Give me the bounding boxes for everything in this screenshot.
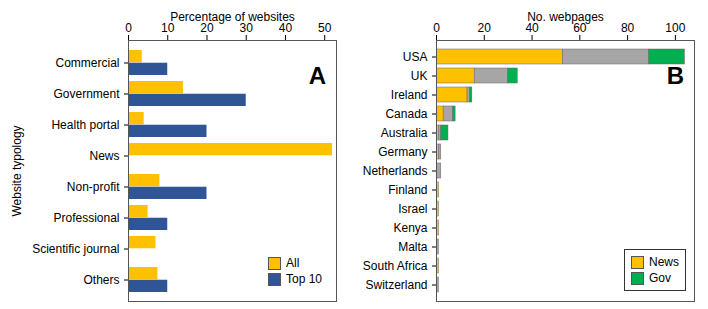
svg-text:60: 60: [573, 20, 587, 35]
svg-text:USA: USA: [403, 50, 428, 64]
svg-text:Percentage of websites: Percentage of websites: [170, 10, 295, 24]
svg-text:80: 80: [621, 21, 635, 35]
html-text:Top 10: Top 10: [286, 272, 322, 286]
svg-text:Germany: Germany: [378, 145, 427, 159]
svg-text:Canada: Canada: [385, 107, 427, 121]
svg-text:Non-profit: Non-profit: [67, 180, 120, 194]
svg-text:Israel: Israel: [398, 202, 427, 216]
svg-text:Others: Others: [83, 273, 119, 287]
svg-text:Ireland: Ireland: [391, 88, 428, 102]
svg-text:Scientific journal: Scientific journal: [32, 242, 119, 256]
svg-text:50: 50: [318, 21, 332, 35]
svg-text:South Africa: South Africa: [363, 259, 428, 273]
html-text:A: A: [308, 62, 326, 89]
html-text:Gov: Gov: [649, 271, 671, 285]
svg-text:Kenya: Kenya: [393, 221, 427, 235]
svg-text:News: News: [89, 149, 119, 163]
svg-text:Malta: Malta: [398, 240, 428, 254]
svg-text:Commercial: Commercial: [55, 56, 119, 70]
svg-text:Finland: Finland: [388, 183, 427, 197]
svg-text:Professional: Professional: [53, 211, 119, 225]
html-text:B: B: [666, 62, 684, 89]
svg-text:20: 20: [478, 21, 492, 35]
svg-text:0: 0: [433, 21, 440, 35]
svg-text:0: 0: [125, 21, 132, 35]
svg-text:40: 40: [525, 20, 539, 35]
svg-text:Australia: Australia: [381, 126, 428, 140]
html-text:All: All: [286, 256, 300, 270]
html-text:News: News: [649, 255, 679, 269]
svg-text:100: 100: [665, 21, 685, 35]
svg-text:10: 10: [161, 20, 175, 35]
svg-text:No. webpages: No. webpages: [527, 10, 604, 24]
svg-text:Government: Government: [53, 87, 120, 101]
svg-text:20: 20: [200, 20, 214, 35]
svg-text:UK: UK: [411, 69, 428, 83]
svg-text:Netherlands: Netherlands: [363, 164, 428, 178]
svg-text:30: 30: [239, 20, 253, 35]
svg-text:Health portal: Health portal: [51, 118, 119, 132]
svg-text:Switzerland: Switzerland: [365, 278, 427, 292]
svg-text:Website typology: Website typology: [10, 125, 24, 216]
svg-text:40: 40: [278, 20, 293, 35]
